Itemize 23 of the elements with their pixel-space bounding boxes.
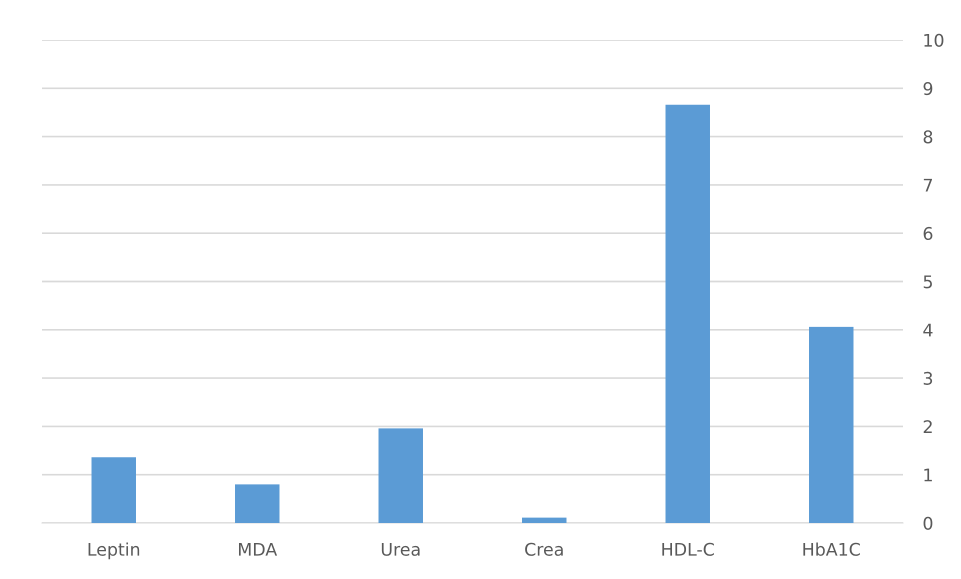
- x-tick-label: Crea: [525, 542, 563, 556]
- x-tick-label: HDL-C: [662, 542, 714, 556]
- y-tick-label: 2: [924, 420, 932, 433]
- x-tick-label: MDA: [238, 542, 278, 556]
- y-tick-label: 0: [924, 516, 932, 530]
- y-tick-label: 8: [924, 130, 932, 144]
- x-tick-label: Urea: [382, 542, 420, 556]
- bar: [522, 518, 566, 523]
- y-tick-label: 4: [923, 324, 933, 336]
- x-tick-label: HbA1C: [803, 542, 860, 556]
- y-tick-label: 5: [924, 275, 932, 288]
- bar: [92, 457, 136, 523]
- y-tick-label: 1: [924, 468, 932, 482]
- y-tick-label: 3: [924, 372, 932, 385]
- bar: [378, 428, 423, 523]
- bar: [235, 484, 280, 523]
- x-tick-label: Leptin: [88, 542, 140, 560]
- y-tick-label: 9: [924, 82, 932, 96]
- y-tick-label: 6: [924, 226, 932, 240]
- bar: [809, 326, 854, 523]
- bar: [666, 104, 710, 523]
- y-tick-label: 10: [924, 34, 944, 47]
- y-tick-label: 7: [924, 178, 932, 192]
